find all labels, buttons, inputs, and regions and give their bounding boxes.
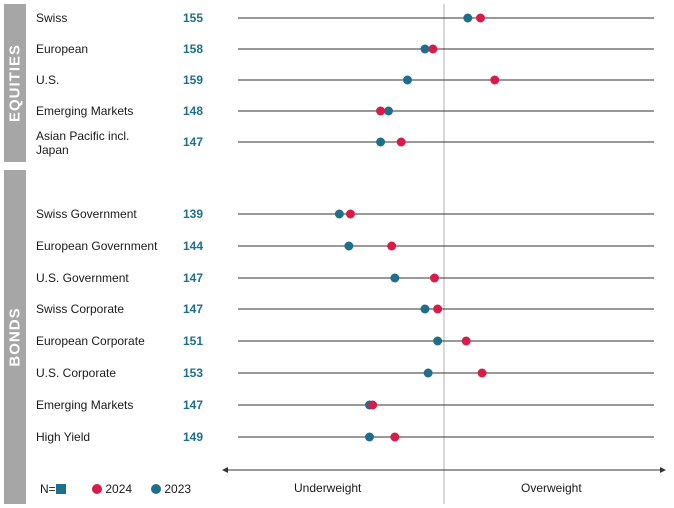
dot-2024 bbox=[387, 241, 397, 251]
dot-2023 bbox=[463, 13, 473, 23]
dot-2023 bbox=[390, 273, 400, 283]
row-sample-size: 147 bbox=[183, 302, 204, 316]
legend-square-icon bbox=[55, 484, 66, 494]
row-label: U.S. Corporate bbox=[36, 366, 117, 380]
row-label: U.S. Government bbox=[36, 271, 129, 285]
dot-2023 bbox=[423, 368, 433, 378]
dot-2024 bbox=[433, 304, 443, 314]
legend: N= bbox=[40, 482, 66, 496]
row-sample-size: 147 bbox=[183, 398, 204, 412]
dot-2023 bbox=[344, 241, 354, 251]
row-label: Emerging Markets bbox=[36, 398, 134, 412]
legend-n-label: N= bbox=[40, 482, 56, 496]
axis-right-arrow-icon bbox=[660, 467, 666, 473]
row-sample-size: 148 bbox=[183, 104, 204, 118]
dot-2024 bbox=[390, 432, 400, 442]
dot-2024 bbox=[368, 400, 378, 410]
row-sample-size: 147 bbox=[183, 271, 204, 285]
row-label: U.S. bbox=[36, 73, 60, 87]
row-sample-size: 139 bbox=[183, 207, 204, 221]
overweight-label: Overweight bbox=[521, 481, 582, 495]
dot-2024 bbox=[345, 209, 355, 219]
row-sample-size: 147 bbox=[183, 135, 204, 149]
dot-2023 bbox=[376, 137, 386, 147]
legend-item-2024: 2024 bbox=[92, 482, 132, 496]
row-label: Swiss bbox=[36, 11, 68, 25]
row-label: High Yield bbox=[36, 430, 91, 444]
row-label: Emerging Markets bbox=[36, 104, 134, 118]
row-sample-size: 159 bbox=[183, 73, 204, 87]
legend-item-2023: 2023 bbox=[151, 482, 191, 496]
legend-dot-2023-icon bbox=[151, 484, 161, 494]
equities-section-bar: EQUITIES bbox=[4, 4, 26, 162]
dot-2023 bbox=[403, 75, 413, 85]
dot-2023 bbox=[433, 336, 443, 346]
row-label: European Government bbox=[36, 239, 158, 253]
row-sample-size: 158 bbox=[183, 42, 204, 56]
row-label: Swiss Government bbox=[36, 207, 137, 221]
dot-2024 bbox=[396, 137, 406, 147]
row-sample-size: 149 bbox=[183, 430, 204, 444]
dot-2023 bbox=[420, 304, 430, 314]
bonds-section-bar: BONDS bbox=[4, 170, 26, 504]
row-label: Swiss Corporate bbox=[36, 302, 125, 316]
dot-2024 bbox=[429, 273, 439, 283]
row-sample-size: 153 bbox=[183, 366, 204, 380]
dot-2023 bbox=[384, 106, 393, 116]
legend-2024-label: 2024 bbox=[105, 482, 133, 496]
dot-2023 bbox=[420, 44, 430, 54]
dot-2024 bbox=[428, 44, 438, 54]
legend-2023-label: 2023 bbox=[164, 482, 192, 496]
axis-left-arrow-icon bbox=[222, 467, 228, 473]
row-label: European Corporate bbox=[36, 334, 145, 348]
dot-2024 bbox=[477, 368, 487, 378]
dot-2023 bbox=[334, 209, 344, 219]
row-label: Asian Pacific incl. Japan bbox=[36, 129, 130, 157]
legend-dot-2024-icon bbox=[92, 484, 102, 494]
dot-2024 bbox=[475, 13, 485, 23]
dot-2023 bbox=[364, 432, 374, 442]
dot-2024 bbox=[376, 106, 386, 116]
row-label: European bbox=[36, 42, 89, 56]
dot-2024 bbox=[461, 336, 471, 346]
row-sample-size: 151 bbox=[183, 334, 204, 348]
row-sample-size: 144 bbox=[183, 239, 204, 253]
row-sample-size: 155 bbox=[183, 11, 204, 25]
underweight-label: Underweight bbox=[294, 481, 362, 495]
dot-2024 bbox=[490, 75, 500, 85]
